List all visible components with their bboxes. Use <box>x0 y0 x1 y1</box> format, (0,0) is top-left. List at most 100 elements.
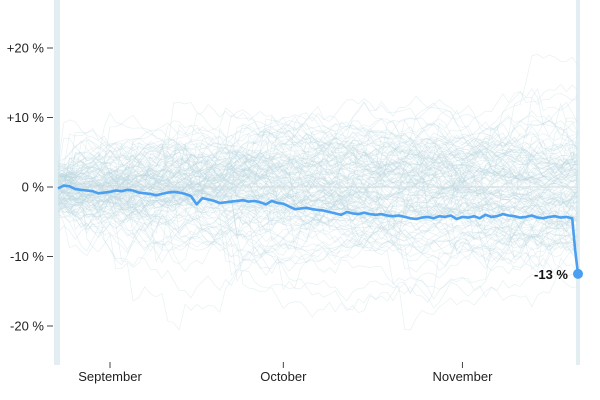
background-line <box>57 128 579 201</box>
background-line <box>57 194 579 273</box>
background-line <box>57 167 579 250</box>
background-line <box>57 88 579 227</box>
background-line <box>57 142 579 198</box>
background-line <box>57 126 579 205</box>
background-line <box>57 161 579 229</box>
background-line <box>57 161 579 253</box>
end-band <box>576 0 580 365</box>
background-lines <box>54 0 580 365</box>
background-line <box>57 132 579 201</box>
background-line <box>57 100 579 190</box>
background-line <box>57 181 579 222</box>
background-line <box>57 151 579 186</box>
background-line <box>57 134 579 191</box>
background-line <box>57 139 579 201</box>
background-line <box>57 151 579 228</box>
background-line <box>57 163 579 241</box>
background-line <box>57 130 579 218</box>
background-line <box>57 145 579 240</box>
background-line <box>57 172 579 233</box>
background-line <box>57 171 579 244</box>
background-line <box>57 148 579 195</box>
background-line <box>57 143 579 289</box>
y-tick-label: +10 % <box>7 110 45 125</box>
series-main <box>57 184 583 279</box>
background-line <box>57 167 579 235</box>
background-line <box>57 161 579 261</box>
background-line <box>57 171 579 310</box>
background-line <box>57 181 579 239</box>
y-tick-label: +20 % <box>7 41 45 56</box>
background-line <box>57 164 579 242</box>
background-line <box>57 131 579 248</box>
background-line <box>57 163 579 211</box>
background-line <box>57 117 579 212</box>
background-line <box>57 98 579 216</box>
background-line <box>57 145 579 231</box>
background-line <box>57 202 579 309</box>
background-line <box>57 148 579 207</box>
background-line <box>57 155 579 229</box>
x-tick-label: September <box>78 369 142 384</box>
background-line <box>57 114 579 191</box>
background-line <box>57 117 579 187</box>
background-line <box>57 146 579 215</box>
background-line <box>57 104 579 187</box>
x-tick-label: November <box>432 369 493 384</box>
background-line <box>57 141 579 222</box>
background-line <box>57 127 579 224</box>
y-tick-label: -10 % <box>10 249 44 264</box>
background-line <box>57 142 579 197</box>
background-line <box>57 171 579 246</box>
background-line <box>57 132 579 185</box>
background-line <box>57 162 579 245</box>
background-line <box>57 130 578 219</box>
background-line <box>57 155 579 290</box>
background-line <box>57 140 579 217</box>
background-line <box>57 165 579 212</box>
background-line <box>57 130 579 196</box>
background-line <box>57 127 579 207</box>
background-line <box>57 130 579 190</box>
x-tick-label: October <box>260 369 307 384</box>
background-line <box>57 139 579 234</box>
background-line <box>57 190 579 252</box>
background-line <box>57 148 579 212</box>
background-line <box>57 154 579 267</box>
background-line <box>57 165 579 270</box>
background-line <box>57 189 579 258</box>
background-line <box>57 118 579 208</box>
background-line <box>57 151 579 256</box>
background-line <box>57 115 579 199</box>
plot-area <box>55 0 580 365</box>
background-line <box>57 170 579 217</box>
background-line <box>57 168 579 252</box>
end-point <box>573 268 583 279</box>
background-line <box>57 115 579 189</box>
background-line <box>57 128 579 211</box>
background-line <box>57 161 579 261</box>
background-line <box>57 188 579 275</box>
background-line <box>57 159 579 293</box>
background-line <box>57 167 579 224</box>
background-line <box>57 83 579 174</box>
background-line <box>57 139 579 275</box>
background-line <box>57 110 579 215</box>
background-line <box>57 147 579 209</box>
end-label: -13 % <box>534 267 568 282</box>
background-line <box>57 129 579 237</box>
background-line <box>57 173 579 249</box>
y-tick-label: -20 % <box>10 319 44 334</box>
background-line <box>57 171 579 265</box>
background-line <box>57 157 579 247</box>
background-line <box>57 138 579 213</box>
start-band <box>54 0 60 365</box>
background-line <box>57 120 579 246</box>
background-line <box>57 195 579 318</box>
background-line <box>57 143 579 224</box>
background-line <box>57 146 579 219</box>
background-line <box>57 160 579 270</box>
background-line <box>57 190 579 266</box>
background-line <box>57 136 579 234</box>
